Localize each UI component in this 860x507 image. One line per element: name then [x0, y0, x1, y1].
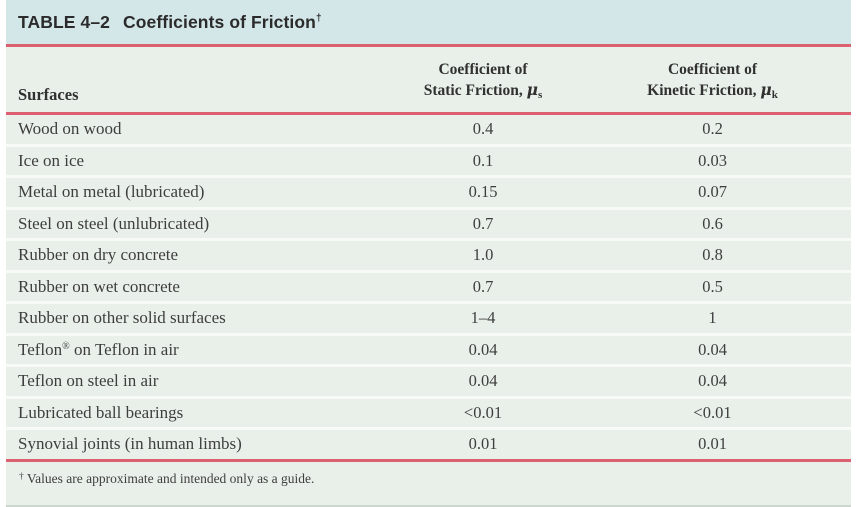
table-title-text: Coefficients of Friction [123, 11, 316, 32]
kinetic-subscript: k [771, 89, 778, 101]
kinetic-header-line1: Coefficient of [667, 61, 758, 78]
kinetic-friction-value: 0.07 [574, 176, 851, 210]
kinetic-friction-value: <0.01 [574, 397, 851, 430]
title-dagger: † [315, 12, 322, 24]
kinetic-header-line2: Kinetic Friction, [647, 82, 761, 99]
col-header-surfaces: Surfaces [6, 47, 392, 115]
mu-symbol: μ [526, 80, 538, 99]
surface-cell: Lubricated ball bearings [6, 397, 392, 430]
surface-cell: Ice on ice [6, 145, 392, 178]
static-friction-value: 1.0 [392, 239, 574, 273]
kinetic-friction-value: 0.6 [574, 208, 851, 241]
surface-cell: Wood on wood [6, 113, 392, 147]
surface-cell: Teflon® on Teflon in air [6, 334, 392, 367]
static-friction-value: <0.01 [392, 397, 574, 430]
surface-cell: Rubber on wet concrete [6, 271, 392, 304]
registered-trademark-symbol: ® [62, 340, 70, 352]
kinetic-friction-value: 0.03 [574, 145, 851, 178]
static-friction-value: 0.01 [392, 428, 574, 462]
table-row: Wood on wood 0.4 0.2 [6, 113, 851, 147]
static-friction-value: 0.7 [392, 271, 574, 304]
surface-cell: Rubber on dry concrete [6, 239, 392, 273]
table-row: Teflon on steel in air 0.04 0.04 [6, 365, 851, 399]
table-title-bar: TABLE 4–2 Coefficients of Friction† [6, 0, 851, 44]
table-row: Lubricated ball bearings <0.01 <0.01 [6, 397, 851, 430]
kinetic-friction-value: 0.2 [574, 113, 851, 147]
table-header: Surfaces Coefficient of Static Friction,… [6, 47, 851, 115]
kinetic-friction-value: 0.01 [574, 428, 851, 462]
table-number: TABLE 4–2 [18, 11, 110, 32]
table-row: Ice on ice 0.1 0.03 [6, 145, 851, 178]
table-title: Coefficients of Friction† [123, 12, 322, 33]
static-header-line1: Coefficient of [438, 61, 528, 78]
static-friction-value: 1–4 [392, 302, 574, 336]
static-subscript: s [537, 89, 543, 101]
table-row: Rubber on other solid surfaces 1–4 1 [6, 302, 851, 336]
footnote-text: Values are approximate and intended only… [26, 470, 315, 486]
table-row: Steel on steel (unlubricated) 0.7 0.6 [6, 208, 851, 241]
coefficients-of-friction-table: Surfaces Coefficient of Static Friction,… [6, 47, 851, 462]
friction-table-card: TABLE 4–2 Coefficients of Friction† Surf… [6, 0, 851, 507]
surface-cell: Rubber on other solid surfaces [6, 302, 392, 336]
static-friction-value: 0.7 [392, 208, 574, 241]
table-row: Teflon® on Teflon in air 0.04 0.04 [6, 334, 851, 367]
table-row: Metal on metal (lubricated) 0.15 0.07 [6, 176, 851, 210]
kinetic-friction-value: 0.04 [574, 334, 851, 367]
footnote: † Values are approximate and intended on… [6, 461, 851, 507]
static-friction-value: 0.15 [392, 176, 574, 210]
surface-cell: Synovial joints (in human limbs) [6, 428, 392, 462]
surface-cell: Metal on metal (lubricated) [6, 176, 392, 210]
col-header-kinetic-friction: Coefficient of Kinetic Friction, μk [574, 47, 851, 115]
footnote-dagger: † [19, 471, 24, 482]
static-friction-value: 0.4 [392, 113, 574, 147]
surface-cell: Teflon on steel in air [6, 365, 392, 399]
kinetic-friction-value: 0.8 [574, 239, 851, 273]
header-row: Surfaces Coefficient of Static Friction,… [6, 47, 851, 115]
title-divider-rule [6, 44, 851, 47]
surface-cell: Steel on steel (unlubricated) [6, 208, 392, 241]
kinetic-friction-value: 1 [574, 302, 851, 336]
table-row: Rubber on wet concrete 0.7 0.5 [6, 271, 851, 304]
kinetic-friction-value: 0.04 [574, 365, 851, 399]
static-header-line2: Static Friction, [423, 82, 527, 99]
table-row: Rubber on dry concrete 1.0 0.8 [6, 239, 851, 273]
table-body: Wood on wood 0.4 0.2 Ice on ice 0.1 0.03 Metal… [6, 113, 851, 462]
static-friction-value: 0.1 [392, 145, 574, 178]
col-header-static-friction: Coefficient of Static Friction, μs [392, 47, 574, 115]
mu-symbol: μ [760, 80, 772, 99]
table-row: Synovial joints (in human limbs) 0.01 0.01 [6, 428, 851, 462]
kinetic-friction-value: 0.5 [574, 271, 851, 304]
static-friction-value: 0.04 [392, 365, 574, 399]
static-friction-value: 0.04 [392, 334, 574, 367]
